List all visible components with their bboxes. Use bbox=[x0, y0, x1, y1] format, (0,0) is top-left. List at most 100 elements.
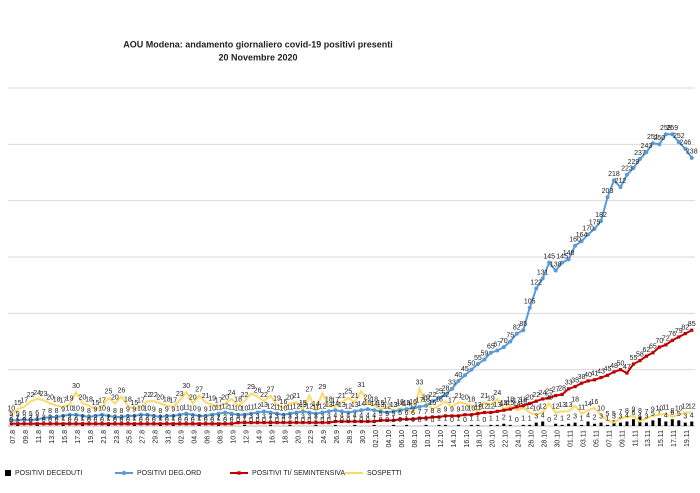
data-label: 10 bbox=[66, 406, 74, 413]
point bbox=[424, 403, 429, 408]
data-label: 3 bbox=[619, 413, 623, 420]
point bbox=[631, 165, 636, 170]
point bbox=[61, 422, 65, 426]
data-label: 122 bbox=[530, 279, 542, 286]
data-label: 2 bbox=[94, 415, 98, 422]
point bbox=[404, 407, 409, 412]
data-label: 3 bbox=[534, 413, 538, 420]
x-tick-label: 17.8 bbox=[75, 430, 82, 444]
data-label: 0 bbox=[450, 417, 454, 424]
data-label: 10 bbox=[655, 406, 663, 413]
bar bbox=[314, 424, 318, 426]
point bbox=[528, 401, 532, 406]
point bbox=[618, 368, 623, 372]
data-label: 175 bbox=[589, 220, 601, 227]
x-tick-label: 08.10 bbox=[412, 430, 419, 448]
data-label: 27 bbox=[305, 386, 313, 393]
point bbox=[605, 373, 610, 377]
point bbox=[41, 416, 46, 421]
data-label: 16 bbox=[280, 399, 288, 406]
x-tick-label: 30.9 bbox=[360, 430, 367, 444]
x-tick-label: 14.9 bbox=[256, 430, 263, 444]
point bbox=[566, 257, 571, 262]
data-label: 237 bbox=[634, 150, 646, 157]
data-label: 0 bbox=[165, 417, 169, 424]
x-tick-label: 24.9 bbox=[321, 430, 328, 444]
data-label: 13 bbox=[558, 402, 566, 409]
data-label: 20 bbox=[461, 394, 469, 401]
point bbox=[294, 410, 299, 415]
chart-title: AOU Modena: andamento giornaliero covid-… bbox=[123, 39, 393, 49]
data-label: 2 bbox=[178, 415, 182, 422]
point bbox=[599, 375, 603, 380]
data-label: 45 bbox=[604, 366, 612, 373]
data-label: 3 bbox=[327, 413, 331, 420]
bar bbox=[521, 424, 525, 426]
data-label: 1 bbox=[333, 416, 337, 423]
point bbox=[87, 414, 92, 419]
data-label: 20 bbox=[422, 394, 430, 401]
point bbox=[74, 422, 78, 426]
data-label: 4 bbox=[664, 412, 668, 419]
x-tick-label: 09.11 bbox=[619, 430, 626, 447]
data-label: 160 bbox=[569, 237, 581, 244]
point bbox=[151, 413, 156, 418]
data-label: 70 bbox=[655, 338, 663, 345]
data-label: 12 bbox=[221, 403, 229, 410]
data-label: 12 bbox=[552, 403, 560, 410]
data-label: 148 bbox=[563, 250, 575, 257]
data-label: 203 bbox=[602, 188, 614, 195]
x-tick-label: 30.10 bbox=[554, 430, 561, 448]
point bbox=[456, 378, 461, 383]
point bbox=[132, 422, 136, 426]
data-label: 12 bbox=[305, 403, 313, 410]
point bbox=[281, 421, 286, 425]
data-label: 21 bbox=[293, 393, 301, 400]
point bbox=[29, 422, 33, 426]
point bbox=[164, 413, 169, 418]
point bbox=[463, 413, 467, 417]
data-label: 3 bbox=[612, 413, 616, 420]
data-label: 15 bbox=[377, 400, 385, 407]
point bbox=[54, 414, 59, 419]
data-label: 13 bbox=[474, 402, 482, 409]
data-label: 14 bbox=[513, 401, 521, 408]
x-tick-label: 28.10 bbox=[542, 430, 549, 448]
data-label: 17 bbox=[169, 398, 177, 405]
point bbox=[670, 132, 675, 137]
point bbox=[611, 178, 616, 183]
data-label: 13 bbox=[299, 402, 307, 409]
data-label: 3 bbox=[256, 413, 260, 420]
data-label: 79 bbox=[675, 328, 683, 335]
data-label: 29 bbox=[247, 384, 255, 391]
data-label: 0 bbox=[119, 417, 123, 424]
data-label: 105 bbox=[524, 299, 536, 306]
data-label: 25 bbox=[435, 389, 443, 396]
data-label: 22 bbox=[143, 392, 151, 399]
data-label: 17 bbox=[98, 398, 106, 405]
point bbox=[139, 422, 143, 426]
legend-marker bbox=[121, 470, 127, 476]
data-label: 9 bbox=[126, 407, 130, 414]
point bbox=[430, 399, 435, 404]
data-label: 145 bbox=[543, 253, 555, 260]
data-label: 20 bbox=[189, 394, 197, 401]
data-label: 31 bbox=[357, 382, 365, 389]
data-label: 9 bbox=[165, 407, 169, 414]
data-label: 9 bbox=[61, 407, 65, 414]
data-label: 9 bbox=[631, 407, 635, 414]
data-label: 10 bbox=[597, 406, 605, 413]
point bbox=[294, 421, 299, 425]
point bbox=[281, 412, 286, 417]
data-label: 2 bbox=[126, 415, 130, 422]
data-label: 5 bbox=[677, 411, 681, 418]
data-label: 16 bbox=[396, 399, 404, 406]
data-label: 17 bbox=[416, 398, 424, 405]
point bbox=[378, 409, 383, 414]
data-label: 26 bbox=[118, 388, 126, 395]
point bbox=[677, 335, 681, 339]
data-label: 2 bbox=[113, 415, 117, 422]
point bbox=[99, 412, 104, 417]
data-label: 18 bbox=[422, 397, 430, 404]
point bbox=[430, 415, 435, 419]
